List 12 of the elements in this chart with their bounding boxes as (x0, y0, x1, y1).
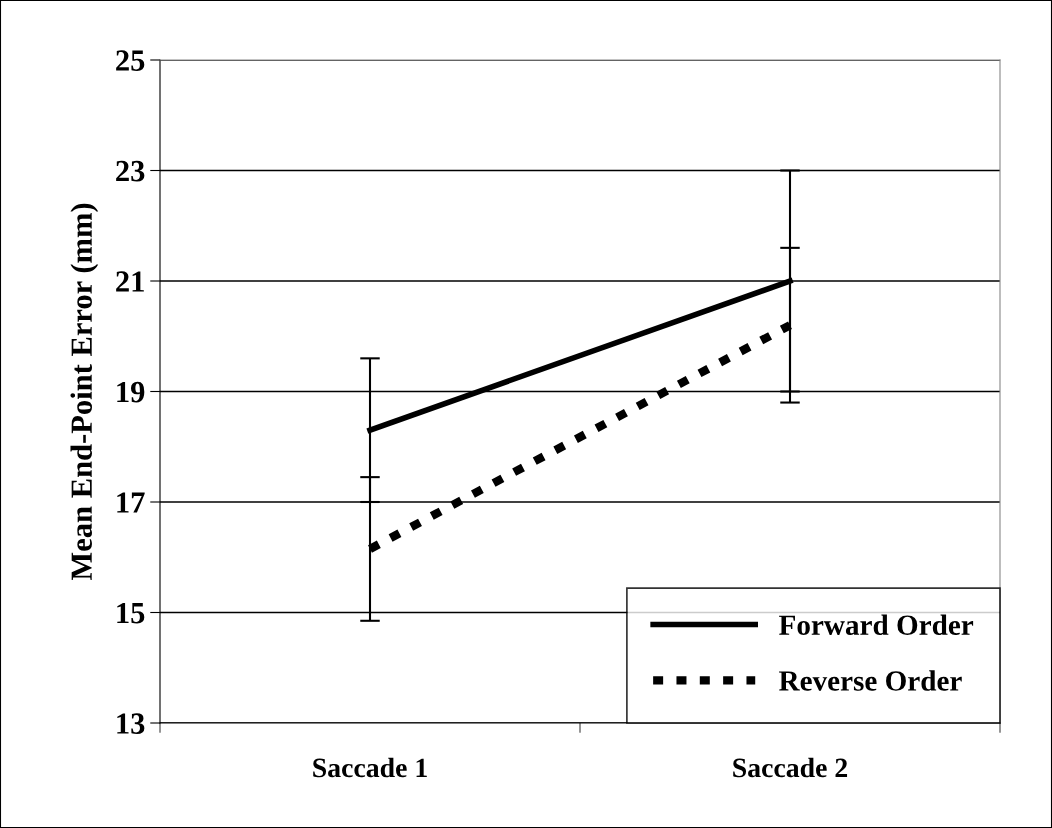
y-tick-label: 25 (116, 50, 145, 71)
y-tick-label: 23 (116, 160, 145, 182)
x-tick-label: Saccade 1 (313, 757, 427, 778)
y-tick-label: 15 (117, 602, 145, 624)
x-tick-label: Saccade 2 (733, 757, 848, 778)
legend-label: Reverse Order (779, 670, 962, 691)
y-tick-label: 21 (116, 271, 144, 292)
y-axis-title: Mean End-Point Error (mm) (70, 203, 99, 581)
y-tick-label: 19 (117, 381, 145, 403)
y-tick-label: 13 (117, 713, 145, 734)
y-tick-label: 17 (117, 492, 145, 513)
legend-label: Forward Order (779, 614, 974, 636)
